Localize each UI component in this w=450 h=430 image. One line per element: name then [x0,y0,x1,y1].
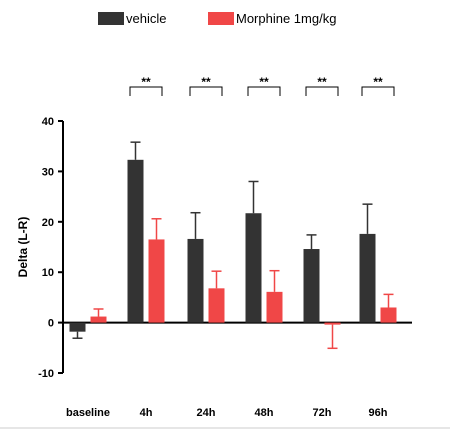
x-tick-label: 4h [140,407,153,419]
significance-label: ** [141,75,151,89]
bar [90,316,107,323]
y-tick-label: 20 [42,217,54,229]
x-tick-label: 24h [197,407,216,419]
significance-bracket [247,86,281,96]
x-tick-label: 72h [313,407,332,419]
bar [187,238,204,323]
legend: vehicle Morphine 1mg/kg [98,11,336,26]
y-tick-label: 10 [42,267,54,279]
significance-bracket [129,86,163,96]
legend-label-morphine: Morphine 1mg/kg [236,11,336,26]
axes: -10 0 10 20 30 40 baseline 4h 24h 48h 72h 96h [38,116,412,419]
y-tick-label: 30 [42,166,54,178]
bar [245,213,262,323]
y-axis-title: Delta (L-R) [16,217,30,278]
bar [208,288,225,323]
bar [324,322,341,325]
legend-swatch-vehicle [98,12,124,25]
bar [359,233,376,323]
bar [69,322,86,332]
x-tick-label: 96h [369,407,388,419]
y-tick-label: 40 [42,116,54,128]
legend-swatch-morphine [208,12,234,25]
x-tick-label: baseline [66,407,110,419]
bar [380,307,397,323]
significance-brackets: ** ** ** ** ** [129,75,395,96]
significance-bracket [189,86,223,96]
significance-label: ** [201,75,211,89]
y-tick-label: 0 [48,318,54,330]
bar [266,291,283,323]
y-tick-label: -10 [38,368,54,380]
significance-label: ** [317,75,327,89]
significance-label: ** [373,75,383,89]
significance-label: ** [259,75,269,89]
significance-bracket [361,86,395,96]
bars [69,141,397,350]
bar [127,159,144,323]
bar [303,249,320,323]
bar [148,239,165,323]
significance-bracket [305,86,339,96]
x-tick-label: 48h [255,407,274,419]
legend-label-vehicle: vehicle [126,11,166,26]
